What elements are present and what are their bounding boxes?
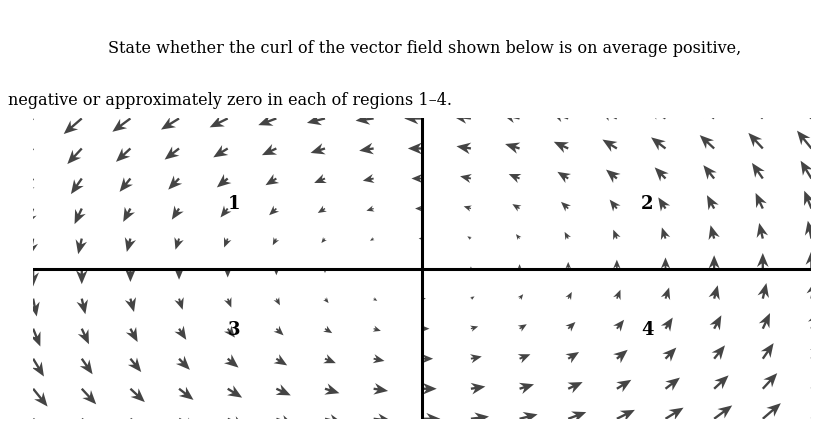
Text: 1: 1	[227, 195, 240, 212]
Text: 2: 2	[640, 195, 653, 212]
Text: negative or approximately zero in each of regions 1–4.: negative or approximately zero in each o…	[8, 92, 452, 109]
Text: 4: 4	[640, 321, 653, 339]
Text: State whether the curl of the vector field shown below is on average positive,: State whether the curl of the vector fie…	[108, 40, 740, 57]
Text: 3: 3	[227, 321, 240, 339]
